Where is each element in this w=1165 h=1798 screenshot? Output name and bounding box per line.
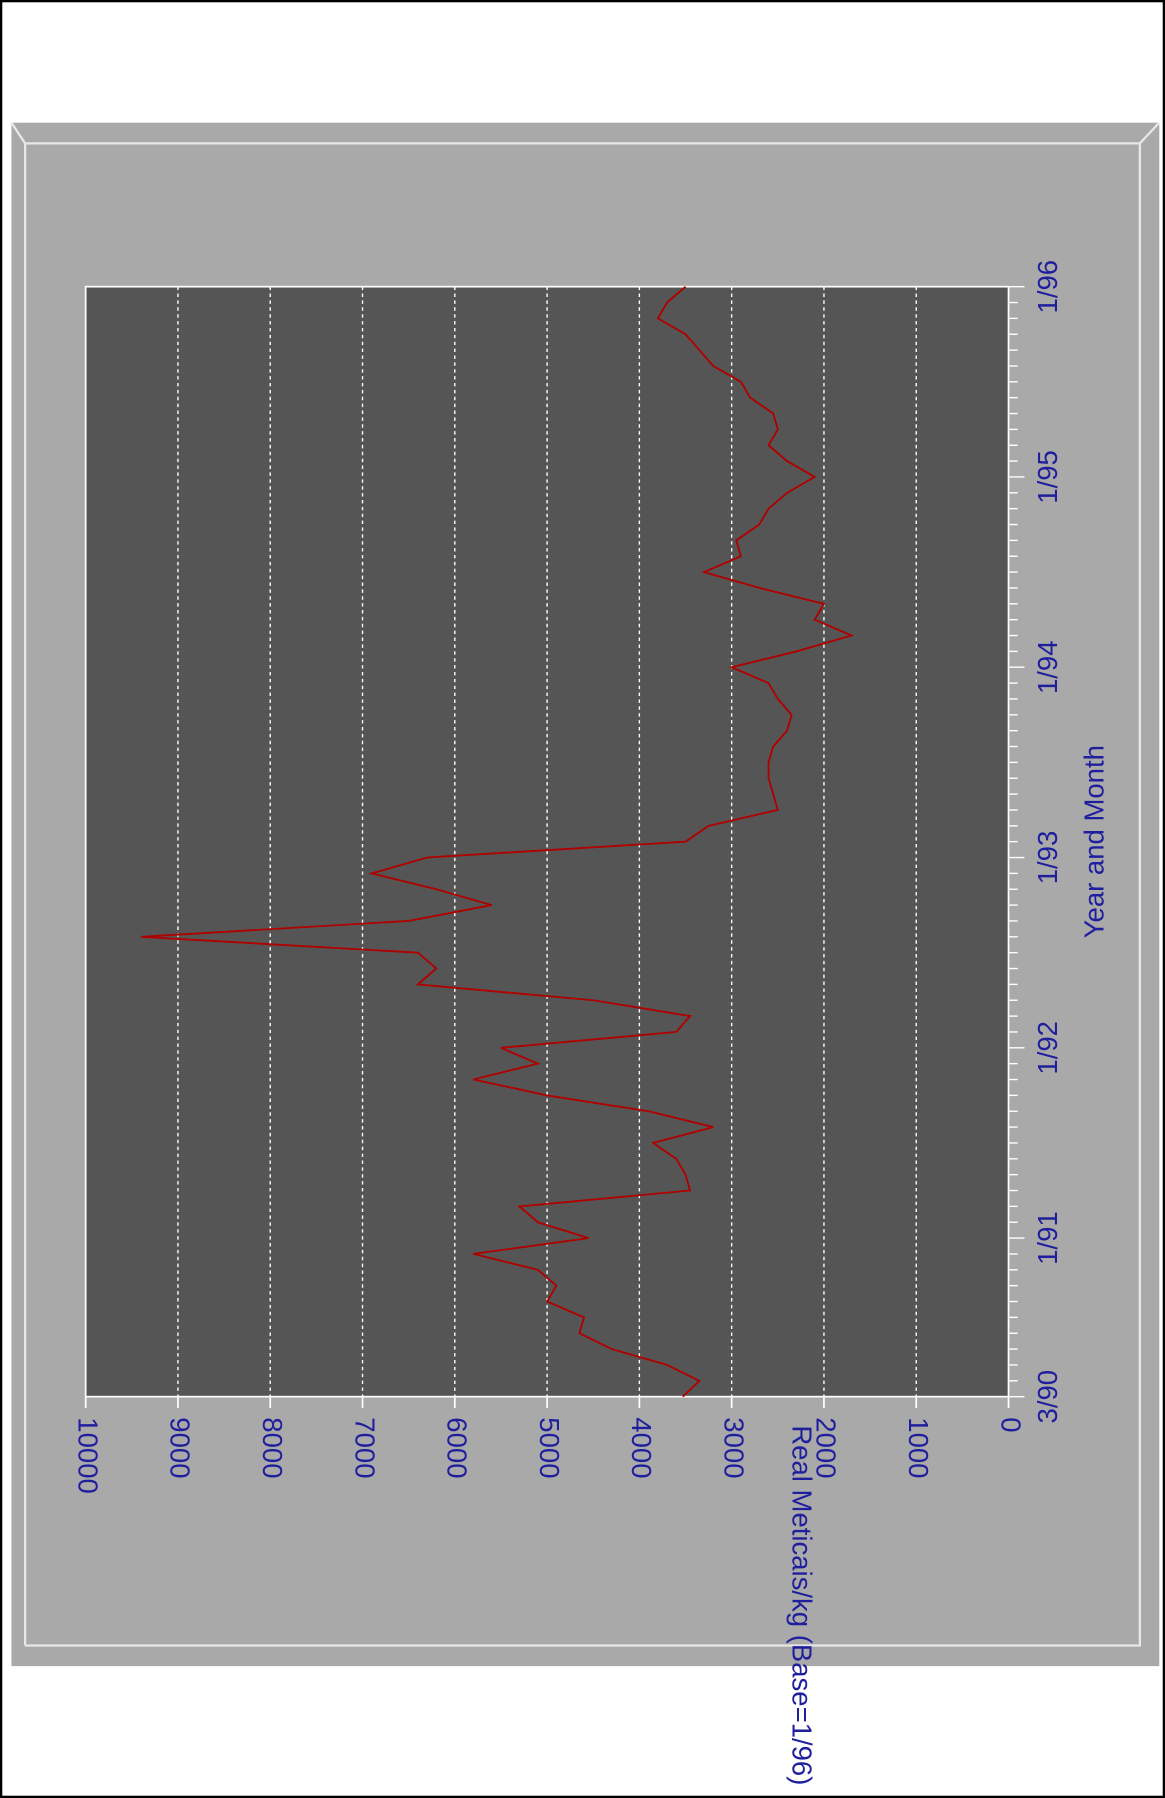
x-tick-label: 1/96 (1032, 260, 1063, 314)
y-tick-label: 6000 (442, 1417, 473, 1478)
y-tick-label: 2000 (811, 1417, 842, 1478)
x-tick-label: 1/94 (1032, 640, 1063, 694)
panel-bevel (10, 122, 27, 144)
x-tick-label: 1/92 (1032, 1021, 1063, 1075)
panel-bevel (23, 142, 1140, 1646)
y-tick-label: 7000 (349, 1417, 380, 1478)
y-tick-label: 5000 (534, 1417, 565, 1478)
x-tick-label: 1/91 (1032, 1211, 1063, 1265)
x-axis-title: Year and Month (1079, 745, 1110, 938)
x-tick-label: 1/95 (1032, 450, 1063, 504)
y-tick-label: 10000 (72, 1417, 103, 1493)
x-tick-label: 1/93 (1032, 831, 1063, 885)
y-tick-label: 3000 (718, 1417, 749, 1478)
y-axis-title: Real Meticais/kg (Base=1/96) (786, 1425, 817, 1785)
y-tick-label: 9000 (165, 1417, 196, 1478)
y-tick-label: 8000 (257, 1417, 288, 1478)
panel-bevel (1139, 121, 1161, 145)
y-tick-label: 1000 (903, 1417, 934, 1478)
x-tick-label: 3/90 (1032, 1370, 1063, 1424)
y-tick-label: 0 (995, 1417, 1026, 1432)
y-tick-label: 4000 (626, 1417, 657, 1478)
panel-bevel (25, 143, 1142, 1647)
data-line (141, 285, 855, 1398)
